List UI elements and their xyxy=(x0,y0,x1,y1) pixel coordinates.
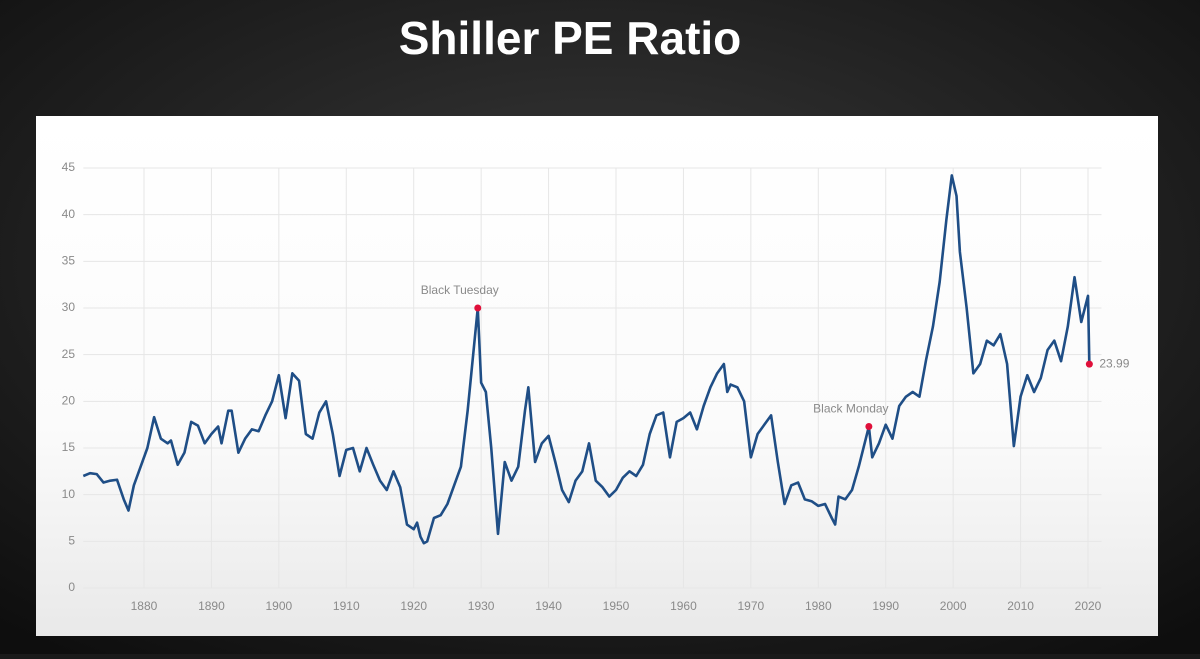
last-point-dot xyxy=(1085,360,1093,368)
x-tick-label: 1890 xyxy=(198,599,225,613)
x-tick-label: 1930 xyxy=(468,599,495,613)
x-tick-label: 2000 xyxy=(940,599,967,613)
x-tick-label: 1900 xyxy=(265,599,292,613)
chart-title: Shiller PE Ratio xyxy=(399,12,742,64)
x-tick-label: 1880 xyxy=(131,599,158,613)
y-tick-label: 5 xyxy=(68,534,75,548)
x-tick-label: 1960 xyxy=(670,599,697,613)
y-tick-label: 10 xyxy=(62,487,76,501)
annotation-dot xyxy=(474,304,482,312)
annotation-label: Black Monday xyxy=(813,402,888,416)
annotation-label: Black Tuesday xyxy=(421,283,499,297)
y-tick-label: 35 xyxy=(62,254,76,268)
y-tick-label: 0 xyxy=(68,580,75,594)
x-tick-label: 1970 xyxy=(738,599,765,613)
line-series xyxy=(82,174,1091,545)
x-tick-label: 1950 xyxy=(603,599,630,613)
last-value-label: 23.99 xyxy=(1099,356,1129,370)
y-tick-label: 25 xyxy=(62,347,76,361)
y-tick-label: 15 xyxy=(62,440,76,454)
x-tick-label: 1990 xyxy=(872,599,899,613)
x-tick-label: 2020 xyxy=(1075,599,1102,613)
y-tick-label: 45 xyxy=(62,160,76,174)
chart-panel xyxy=(36,116,1158,636)
x-tick-label: 1980 xyxy=(805,599,832,613)
x-tick-label: 1940 xyxy=(535,599,562,613)
y-tick-label: 40 xyxy=(62,207,76,221)
x-tick-label: 1920 xyxy=(400,599,427,613)
y-tick-label: 30 xyxy=(62,300,76,314)
x-tick-label: 1910 xyxy=(333,599,360,613)
y-tick-label: 20 xyxy=(62,394,76,408)
x-tick-label: 2010 xyxy=(1007,599,1034,613)
annotation-dot xyxy=(865,423,873,431)
